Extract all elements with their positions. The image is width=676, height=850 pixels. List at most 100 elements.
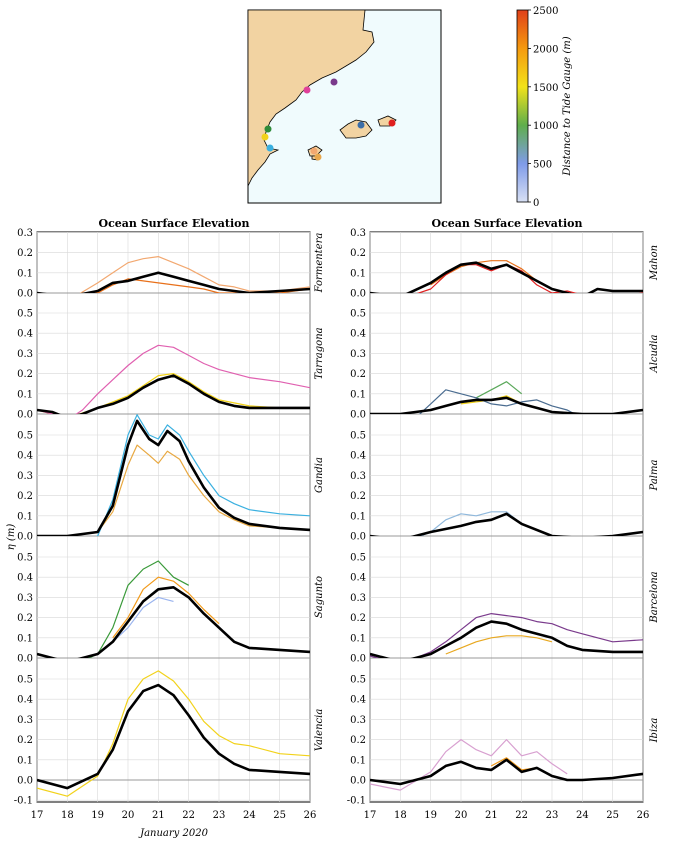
station-marker-palma (357, 121, 365, 129)
y-tick-label: 0.0 (350, 289, 366, 300)
y-tick-label: 0.4 (17, 329, 33, 340)
x-tick-label: 21 (485, 810, 498, 821)
x-tick-label: 17 (31, 810, 44, 821)
y-tick-label: 0.5 (17, 431, 33, 442)
x-tick-label: 22 (182, 810, 195, 821)
station-label: Mahon (649, 245, 660, 281)
colorbar: 0 500 1000 1500 2000 2500 Distance to Tide Ga… (516, 6, 573, 209)
y-tick-label: -0.1 (347, 796, 366, 807)
colorbar-gradient (516, 9, 529, 203)
series-line (475, 381, 523, 399)
x-tick-label: 17 (364, 810, 377, 821)
series-line (112, 596, 174, 643)
y-tick-label: 0.5 (350, 675, 366, 686)
y-tick-label: 0.4 (350, 573, 366, 584)
x-tick-label: 26 (304, 810, 317, 821)
series-line (370, 512, 643, 536)
station-marker-gandia (266, 144, 274, 152)
y-tick-label: 0.3 (17, 715, 33, 726)
station-label: Gandia (314, 457, 325, 493)
x-tick-label: 20 (455, 810, 468, 821)
panel-gandia (37, 414, 310, 536)
x-tick-label: 21 (152, 810, 165, 821)
axes-frame (369, 231, 644, 803)
left-panel-title: Ocean Surface Elevation (98, 217, 249, 230)
plot-area: 17 18 19 20 21 22 23 24 25 26 0.3 0.2 0.1 0.0 Formente… (14, 228, 660, 821)
station-marker-valencia (261, 133, 269, 141)
y-tick-label: 0.3 (350, 715, 366, 726)
station-marker-barcelona (330, 78, 338, 86)
y-tick-label: 0.4 (350, 451, 366, 462)
y-tick-label: 0.4 (350, 329, 366, 340)
x-tick-label: 26 (637, 810, 650, 821)
series-line (37, 683, 310, 790)
station-label: Tarragona (314, 327, 325, 379)
y-tick-label: 0.2 (17, 248, 33, 259)
y-tick-label: 0.0 (350, 410, 366, 421)
panel-ibiza (370, 738, 643, 791)
x-tick-label: 23 (546, 810, 559, 821)
series-line (37, 256, 310, 293)
panel-alcudia (370, 381, 643, 414)
x-tick-label: 19 (91, 810, 104, 821)
station-marker-sagunto (264, 125, 272, 133)
y-tick-label: 0.0 (350, 532, 366, 543)
panel-palma (370, 511, 643, 536)
map-inset (247, 9, 442, 204)
y-tick-label: 0.1 (17, 511, 33, 522)
x-tick-label: 25 (606, 810, 619, 821)
x-tick-label: 24 (243, 810, 256, 821)
series-line (37, 271, 310, 293)
series-line (445, 635, 553, 655)
series-line (418, 389, 577, 414)
series-line (37, 278, 310, 293)
y-tick-label: 0.0 (17, 654, 33, 665)
y-tick-label: 0.1 (350, 633, 366, 644)
station-label: Formentera (314, 233, 325, 294)
y-tick-label: 0.3 (17, 593, 33, 604)
colorbar-tick-label: 1500 (533, 83, 558, 94)
y-tick-label: 0.3 (350, 593, 366, 604)
y-tick-label: 0.1 (17, 268, 33, 279)
mainland-coast (247, 9, 375, 187)
x-tick-label: 24 (576, 810, 589, 821)
x-tick-label: 18 (394, 810, 407, 821)
series-line (370, 758, 643, 786)
colorbar-ticks: 0 500 1000 1500 2000 2500 (528, 6, 558, 209)
y-tick-label: 0.2 (17, 613, 33, 624)
y-tick-label: 0.5 (17, 309, 33, 320)
series-line (370, 612, 643, 658)
x-tick-label: 23 (213, 810, 226, 821)
y-tick-label: 0.0 (17, 532, 33, 543)
station-marker-formentera (314, 153, 322, 161)
panel-valencia (37, 670, 310, 797)
y-axis-label: η (m) (6, 524, 17, 551)
y-tick-label: 0.3 (350, 228, 366, 239)
station-marker-mahon (388, 119, 396, 127)
x-tick-label: 20 (122, 810, 135, 821)
series-line (370, 620, 643, 658)
series-line (416, 264, 643, 293)
panel-tarragona (37, 344, 310, 414)
y-tick-label: 0.3 (350, 471, 366, 482)
colorbar-tick-label: 0 (533, 198, 539, 209)
series-line (37, 670, 310, 797)
y-tick-label: 0.0 (350, 654, 366, 665)
y-tick-label: 0.3 (17, 228, 33, 239)
y-tick-label: 0.2 (350, 491, 366, 502)
y-tick-label: 0.2 (17, 735, 33, 746)
y-tick-label: 0.2 (350, 369, 366, 380)
x-tick-label: 18 (61, 810, 74, 821)
y-tick-label: 0.4 (17, 573, 33, 584)
series-line (37, 344, 310, 414)
x-axis-label-left: January 2020 (138, 828, 209, 839)
series-line (112, 576, 220, 639)
x-tick-label: 25 (273, 810, 286, 821)
station-label: Barcelona (649, 571, 660, 623)
y-tick-label: 0.3 (17, 349, 33, 360)
y-tick-label: -0.1 (14, 796, 33, 807)
colorbar-tick-label: 2000 (533, 44, 558, 55)
y-tick-label: 0.2 (17, 491, 33, 502)
series-line (37, 444, 310, 536)
